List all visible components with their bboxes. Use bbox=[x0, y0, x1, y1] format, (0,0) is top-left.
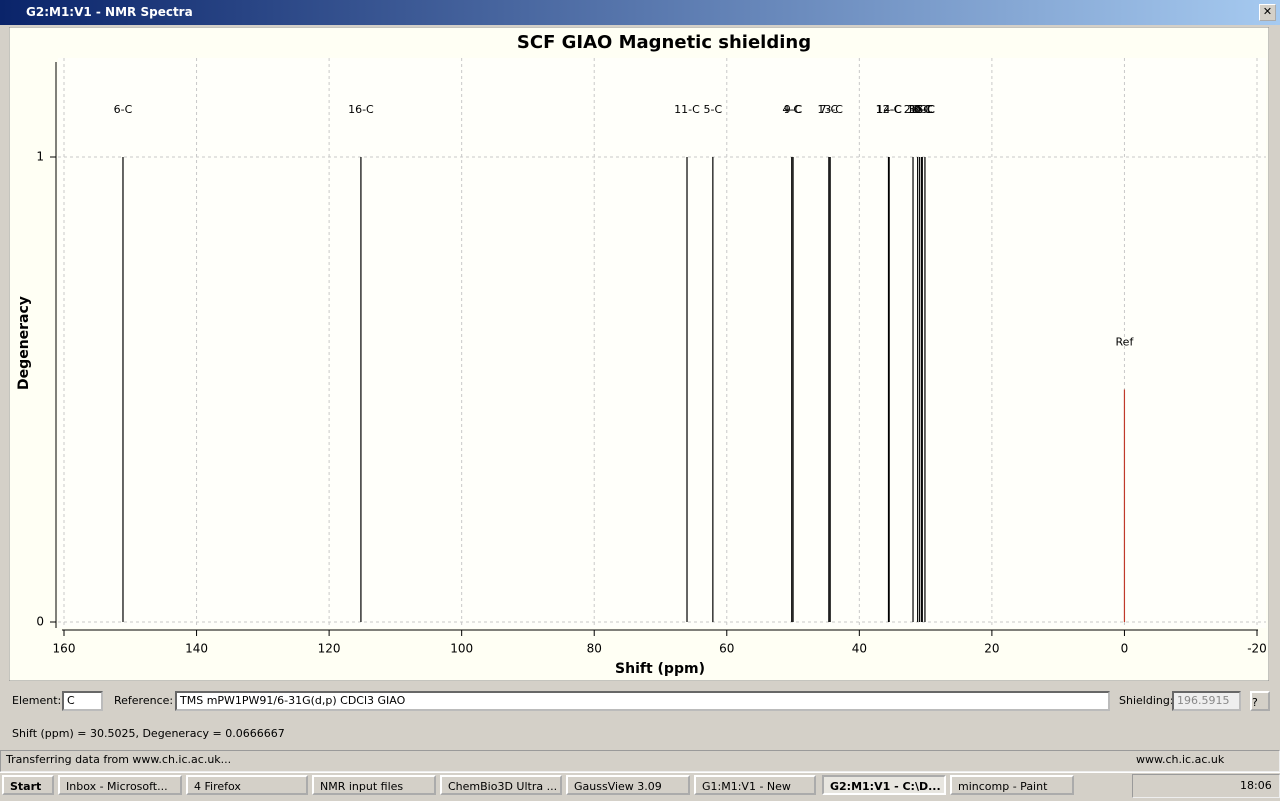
x-tick-label: 60 bbox=[719, 642, 734, 656]
element-label: Element: bbox=[12, 694, 62, 707]
peak-label: 12-C bbox=[876, 103, 902, 116]
title-bar: G2:M1:V1 - NMR Spectra ✕ bbox=[0, 0, 1280, 25]
element-select[interactable]: C bbox=[62, 691, 103, 711]
taskbar-button[interactable]: 4 Firefox bbox=[186, 775, 308, 795]
shielding-label: Shielding: bbox=[1119, 694, 1174, 707]
peak-label: 11-C bbox=[674, 103, 700, 116]
peak-label: 6-C bbox=[114, 103, 133, 116]
peak-label: 15-C bbox=[909, 103, 935, 116]
peak-label: 13-C bbox=[817, 103, 843, 116]
peak-label: 5-C bbox=[704, 103, 723, 116]
taskbar-button[interactable]: NMR input files bbox=[312, 775, 436, 795]
x-tick-label: 80 bbox=[587, 642, 602, 656]
help-button[interactable]: ? bbox=[1250, 691, 1270, 711]
status-message: Transferring data from www.ch.ic.ac.uk..… bbox=[6, 753, 232, 766]
readout: Shift (ppm) = 30.5025, Degeneracy = 0.06… bbox=[12, 727, 285, 740]
peak-label: 2-C bbox=[904, 103, 923, 116]
y-axis-label: Degeneracy bbox=[16, 296, 32, 390]
taskbar-button[interactable]: G2:M1:V1 - C:\D... bbox=[822, 775, 946, 795]
x-tick-label: -20 bbox=[1247, 642, 1267, 656]
x-tick-label: 20 bbox=[984, 642, 999, 656]
window-title: G2:M1:V1 - NMR Spectra bbox=[26, 5, 193, 19]
taskbar-button[interactable]: mincomp - Paint bbox=[950, 775, 1074, 795]
peak-label: 4-C bbox=[782, 103, 801, 116]
peak-label: 10-C bbox=[907, 103, 933, 116]
taskbar-button[interactable]: Inbox - Microsoft... bbox=[58, 775, 182, 795]
shielding-field: 196.5915 bbox=[1172, 691, 1241, 711]
x-tick-label: 0 bbox=[1121, 642, 1129, 656]
x-tick-label: 100 bbox=[450, 642, 473, 656]
clock: 18:06 bbox=[1240, 779, 1272, 792]
peak-label: 8-C bbox=[912, 103, 931, 116]
peak-label: 7-C bbox=[820, 103, 839, 116]
taskbar-button[interactable]: ChemBio3D Ultra ... bbox=[440, 775, 562, 795]
start-button[interactable]: Start bbox=[2, 775, 54, 795]
x-tick-label: 140 bbox=[185, 642, 208, 656]
x-tick-label: 120 bbox=[318, 642, 341, 656]
reference-select[interactable]: TMS mPW1PW91/6-31G(d,p) CDCl3 GIAO bbox=[175, 691, 1110, 711]
close-button[interactable]: ✕ bbox=[1259, 4, 1276, 21]
chart: SCF GIAO Magnetic shielding Shift (ppm) … bbox=[9, 27, 1269, 681]
x-axis-label: Shift (ppm) bbox=[615, 661, 705, 677]
peak-label: 16-C bbox=[348, 103, 374, 116]
peak-label: 1-C bbox=[916, 103, 935, 116]
reference-label: Ref bbox=[1116, 336, 1135, 349]
status-zone: www.ch.ic.ac.uk bbox=[1136, 753, 1225, 766]
y-tick-label: 0 bbox=[36, 615, 44, 629]
y-tick-label: 1 bbox=[36, 150, 44, 164]
plot-area bbox=[58, 58, 1266, 628]
peak-label: 3-C bbox=[908, 103, 927, 116]
peak-label: 9-C bbox=[784, 103, 803, 116]
peak-label: 14-C bbox=[876, 103, 902, 116]
reference-label: Reference: bbox=[114, 694, 174, 707]
taskbar-button[interactable]: GaussView 3.09 bbox=[566, 775, 690, 795]
x-tick-label: 160 bbox=[53, 642, 76, 656]
chart-title: SCF GIAO Magnetic shielding bbox=[517, 32, 811, 53]
x-tick-label: 40 bbox=[852, 642, 867, 656]
taskbar-button[interactable]: G1:M1:V1 - New bbox=[694, 775, 816, 795]
